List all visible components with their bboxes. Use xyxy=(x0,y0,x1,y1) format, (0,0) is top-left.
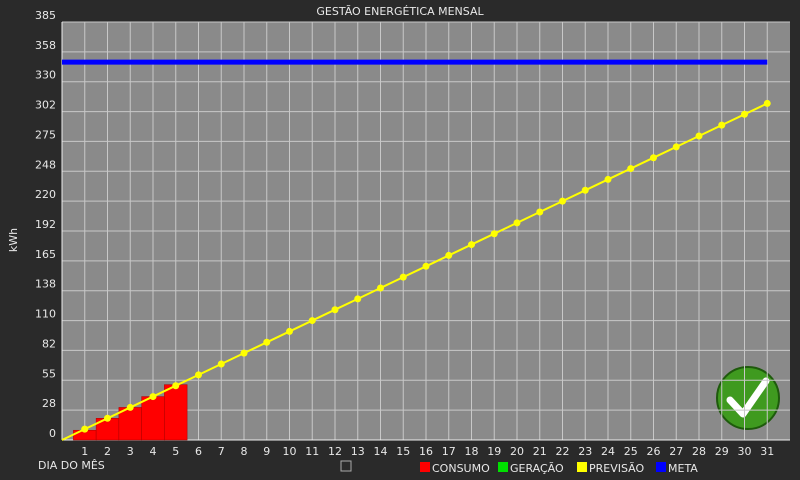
x-axis-label: DIA DO MÊS xyxy=(38,459,105,472)
x-tick-label: 21 xyxy=(533,445,547,458)
line-marker xyxy=(399,273,407,281)
line-marker xyxy=(286,327,293,335)
y-tick-label: 220 xyxy=(35,188,56,201)
line-marker xyxy=(263,338,271,346)
x-tick-label: 2 xyxy=(104,445,111,458)
line-marker xyxy=(81,425,89,433)
line-marker xyxy=(377,284,384,292)
line-marker xyxy=(149,393,157,401)
line-marker xyxy=(627,165,635,173)
y-tick-label: 192 xyxy=(35,218,56,231)
x-tick-label: 31 xyxy=(760,445,774,458)
line-marker xyxy=(240,349,248,357)
legend-label: CONSUMO xyxy=(432,462,490,475)
y-tick-label: 385 xyxy=(35,9,56,22)
line-marker xyxy=(559,197,566,205)
legend-label: PREVISÃO xyxy=(589,462,645,475)
x-tick-label: 12 xyxy=(328,445,342,458)
x-tick-label: 29 xyxy=(715,445,729,458)
x-tick-label: 4 xyxy=(150,445,157,458)
legend-swatch xyxy=(420,462,430,472)
y-tick-label: 358 xyxy=(35,39,56,52)
line-marker xyxy=(695,132,703,140)
x-tick-label: 30 xyxy=(738,445,752,458)
x-tick-label: 22 xyxy=(556,445,570,458)
y-tick-label: 165 xyxy=(35,248,56,261)
x-tick-label: 11 xyxy=(305,445,319,458)
x-tick-label: 20 xyxy=(510,445,524,458)
x-tick-label: 10 xyxy=(283,445,297,458)
line-marker xyxy=(308,317,316,325)
x-tick-label: 14 xyxy=(374,445,388,458)
x-tick-label: 18 xyxy=(465,445,479,458)
line-marker xyxy=(354,295,362,303)
y-tick-label: 248 xyxy=(35,158,56,171)
checkbox[interactable] xyxy=(340,460,352,472)
x-tick-label: 19 xyxy=(487,445,501,458)
x-tick-label: 6 xyxy=(195,445,202,458)
line-marker xyxy=(468,241,475,249)
y-axis-label: kWh xyxy=(7,228,20,252)
x-tick-label: 27 xyxy=(669,445,683,458)
line-marker xyxy=(195,371,202,379)
x-tick-label: 9 xyxy=(263,445,270,458)
line-marker xyxy=(741,110,748,118)
y-tick-label: 302 xyxy=(35,99,56,112)
line-marker xyxy=(104,414,111,422)
line-marker xyxy=(513,219,521,227)
y-tick-label: 110 xyxy=(35,308,56,321)
x-tick-label: 15 xyxy=(396,445,410,458)
ok-circle xyxy=(716,366,780,430)
line-marker xyxy=(604,175,612,183)
x-tick-label: 16 xyxy=(419,445,433,458)
check-icon xyxy=(726,377,770,418)
bar xyxy=(164,384,188,441)
x-tick-label: 7 xyxy=(218,445,225,458)
x-tick-label: 5 xyxy=(172,445,179,458)
x-tick-label: 1 xyxy=(81,445,88,458)
line-marker xyxy=(718,121,726,129)
y-tick-label: 0 xyxy=(49,427,56,440)
ok-button[interactable] xyxy=(716,366,780,430)
legend-swatch xyxy=(577,462,587,472)
y-tick-label: 275 xyxy=(35,128,56,141)
line-marker xyxy=(445,251,453,259)
x-tick-label: 23 xyxy=(578,445,592,458)
line-marker xyxy=(172,382,180,390)
x-tick-label: 28 xyxy=(692,445,706,458)
y-tick-label: 55 xyxy=(42,367,56,380)
x-tick-label: 3 xyxy=(127,445,134,458)
line-marker xyxy=(763,99,771,107)
line-marker xyxy=(536,208,544,216)
y-tick-label: 330 xyxy=(35,69,56,82)
bar xyxy=(141,396,165,441)
x-tick-label: 25 xyxy=(624,445,638,458)
y-tick-label: 138 xyxy=(35,278,56,291)
line xyxy=(61,102,768,441)
line-marker xyxy=(650,154,657,162)
line-marker xyxy=(217,360,225,368)
chart: 0285582110138165192220248275302330358385… xyxy=(35,9,790,475)
legend-swatch xyxy=(498,462,508,472)
chart-title: GESTÃO ENERGÉTICA MENSAL xyxy=(316,5,484,18)
line-marker xyxy=(126,403,134,411)
y-tick-label: 82 xyxy=(42,337,56,350)
x-tick-label: 13 xyxy=(351,445,365,458)
line-marker xyxy=(331,306,339,314)
legend-label: GERAÇÃO xyxy=(510,462,564,475)
x-tick-label: 24 xyxy=(601,445,615,458)
x-tick-label: 17 xyxy=(442,445,456,458)
line-marker xyxy=(422,262,430,270)
legend-label: META xyxy=(668,462,698,475)
line-marker xyxy=(490,230,498,238)
x-tick-label: 8 xyxy=(241,445,248,458)
line-marker xyxy=(581,186,589,194)
y-tick-label: 28 xyxy=(42,397,56,410)
line-marker xyxy=(672,143,680,151)
x-tick-label: 26 xyxy=(647,445,661,458)
legend-swatch xyxy=(656,462,666,472)
